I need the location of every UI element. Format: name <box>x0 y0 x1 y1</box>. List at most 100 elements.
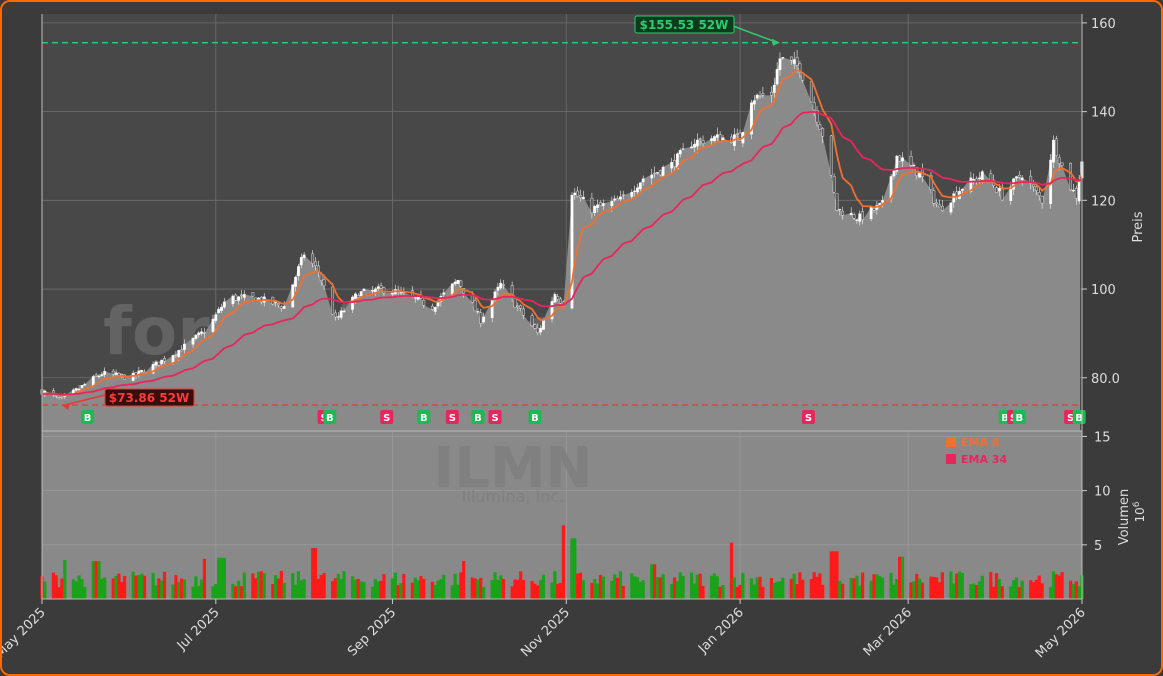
volume-bar <box>675 580 679 599</box>
candle-body <box>60 396 64 398</box>
candle-body <box>114 372 118 375</box>
volume-bar <box>749 578 754 599</box>
sell-signal: S <box>445 410 459 424</box>
candle-body <box>872 208 876 211</box>
candle-body <box>362 288 366 291</box>
volume-bar <box>590 582 594 599</box>
candle-body <box>177 350 181 358</box>
signal-label: B <box>84 413 92 424</box>
ema-8-line <box>41 69 1083 397</box>
volume-bar <box>789 578 793 599</box>
volume-bar <box>709 575 714 599</box>
candle-body <box>792 59 796 64</box>
candle-body <box>849 212 853 216</box>
candle-body <box>861 211 865 221</box>
price-area <box>42 57 1082 432</box>
volume-bar <box>390 578 395 599</box>
volume-bar <box>1051 571 1056 599</box>
candle-body <box>1077 180 1081 202</box>
candle-body <box>237 296 241 301</box>
candle-body <box>291 284 295 308</box>
candle-body <box>479 312 483 324</box>
candle-body <box>755 94 759 99</box>
volume-bar <box>553 571 557 599</box>
volume-bar <box>462 561 466 599</box>
candle-body <box>234 294 238 301</box>
volume-bar <box>621 585 625 599</box>
candle-body <box>1037 192 1041 196</box>
candle-body <box>1032 184 1035 187</box>
volume-bar <box>1000 586 1004 599</box>
volume-bar <box>960 573 964 599</box>
volume-bar <box>376 581 380 599</box>
sell-signal: S <box>801 410 815 424</box>
volume-bar <box>690 572 694 599</box>
signal-marker <box>81 410 95 424</box>
candle-body <box>715 134 719 138</box>
signal-label: B <box>1001 413 1009 424</box>
volume-bar <box>160 580 164 599</box>
candle-body <box>841 210 845 216</box>
signal-marker <box>528 410 542 424</box>
watermark-company: Illumina, Inc. <box>462 487 565 506</box>
volume-bar <box>530 580 534 599</box>
volume-bar <box>533 583 537 599</box>
volume-bar <box>242 572 246 599</box>
candle-body <box>1060 162 1064 166</box>
volume-bar <box>490 580 494 599</box>
signal-label: S <box>1067 413 1074 424</box>
candle-body <box>490 299 494 318</box>
candle-body <box>869 207 873 220</box>
volume-bar <box>410 582 415 599</box>
volume-bar <box>818 573 822 599</box>
volume-bar <box>222 557 226 599</box>
candle-body <box>211 318 215 333</box>
volume-bar <box>473 578 477 599</box>
volume-bar <box>741 572 745 599</box>
volume-bar <box>57 587 61 599</box>
signal-marker <box>801 410 815 424</box>
candle-body <box>214 314 218 321</box>
volume-bar <box>259 571 263 599</box>
candle-body <box>781 57 785 59</box>
volume-bar <box>382 574 386 599</box>
candle-body <box>1074 188 1078 199</box>
volume-bar <box>940 572 944 599</box>
volume-bar <box>493 572 497 599</box>
volume-bar <box>761 586 765 599</box>
volume-bar <box>539 580 543 599</box>
candle-body <box>798 63 802 73</box>
candle-body <box>299 257 303 266</box>
candle-body <box>1052 139 1055 163</box>
candle-body <box>450 283 454 295</box>
volume-bar <box>251 573 255 599</box>
volume-bar <box>1031 582 1036 599</box>
volume-bar <box>413 577 417 599</box>
candle-body <box>932 190 936 204</box>
volume-bar <box>920 582 925 599</box>
volume-bar <box>499 575 503 599</box>
candle-body <box>322 279 326 287</box>
signal-label: S <box>491 413 498 424</box>
volume-bar <box>769 578 774 599</box>
volume-bar <box>593 579 597 599</box>
candle-body <box>151 364 155 374</box>
volume-bar <box>174 575 178 599</box>
volume-bar <box>849 577 853 599</box>
candle-body <box>542 319 545 330</box>
volume-bar <box>955 573 959 599</box>
volume-bar <box>1029 580 1033 599</box>
signal-label: B <box>1016 413 1024 424</box>
candle-body <box>334 312 337 318</box>
volume-bar <box>972 583 976 599</box>
candle-body <box>416 296 420 300</box>
volume-bar <box>721 584 725 599</box>
candle-body <box>94 374 98 377</box>
candle-body <box>336 316 340 318</box>
candle-body <box>980 171 984 181</box>
volume-bar <box>598 575 603 599</box>
candle-body <box>940 205 944 211</box>
candle-body <box>852 214 856 219</box>
sell-signal: S <box>380 410 394 424</box>
volume-bar <box>54 575 58 599</box>
